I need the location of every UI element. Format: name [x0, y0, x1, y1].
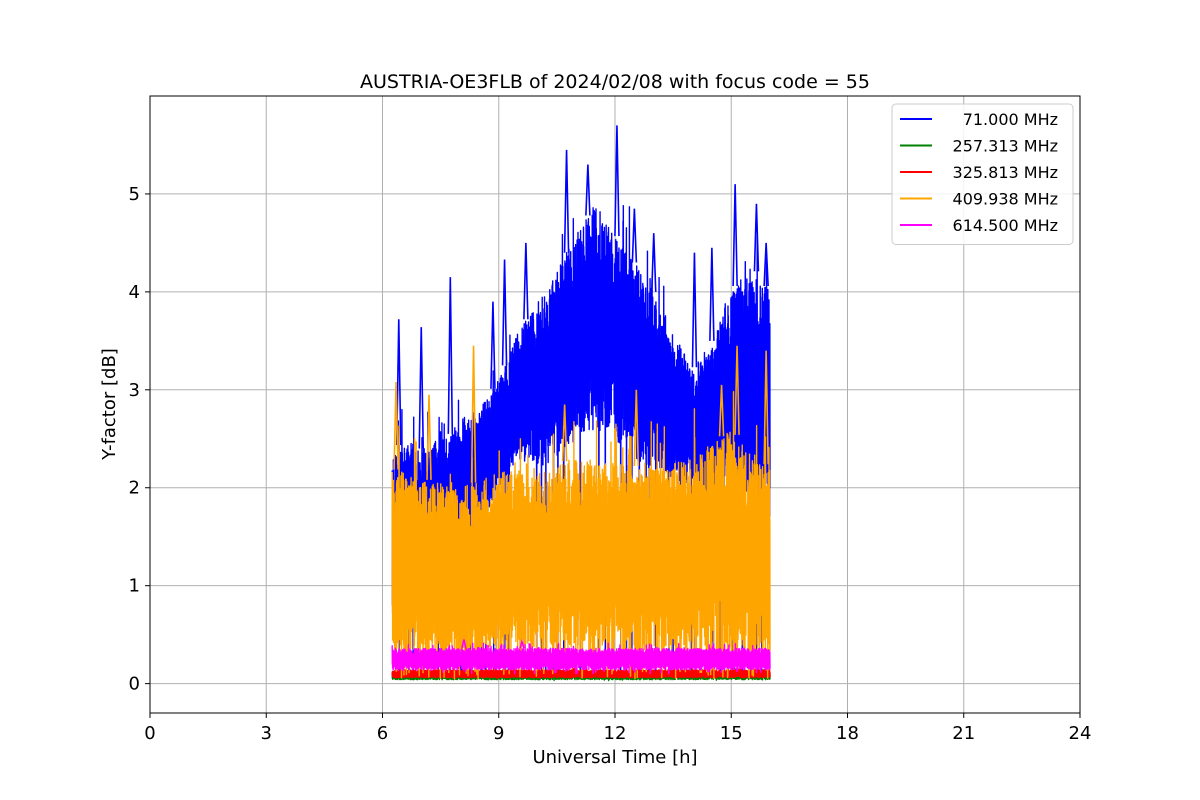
y-tick-label: 0 [129, 674, 140, 695]
series-spike [447, 277, 454, 434]
series-spike [585, 164, 591, 216]
series-spike [501, 259, 508, 366]
series-spike [633, 389, 640, 466]
x-tick-label: 0 [144, 723, 155, 744]
x-tick-label: 18 [836, 723, 859, 744]
x-tick-label: 21 [952, 723, 975, 744]
series-spike [461, 639, 467, 649]
series-spike [395, 319, 402, 446]
series-spike [631, 208, 638, 263]
y-tick-label: 5 [129, 184, 140, 205]
series-line [391, 642, 771, 675]
series-spike [561, 404, 568, 462]
series-spike [650, 233, 657, 292]
series-layer [391, 125, 771, 682]
series-spike [732, 184, 738, 287]
series-spike [691, 252, 698, 368]
y-axis-label: Y-factor [dB] [99, 348, 120, 461]
series-spike [614, 125, 620, 237]
series-spike [763, 242, 769, 287]
series-spike [763, 350, 769, 465]
legend: 71.000 MHz 257.313 MHz 325.813 MHz 409.938 … [891, 103, 1074, 245]
series-spike [563, 149, 570, 253]
series-spike [709, 247, 715, 341]
series-spike [734, 345, 740, 435]
legend-entry: 257.313 MHz [953, 137, 1058, 156]
series-spike [426, 394, 432, 480]
legend-entry: 614.500 MHz [953, 216, 1058, 235]
y-tick-label: 1 [129, 576, 140, 597]
y-tick-label: 3 [129, 380, 140, 401]
series-spike [523, 242, 529, 320]
x-tick-label: 6 [377, 723, 388, 744]
y-tick-label: 4 [129, 282, 140, 303]
legend-entry: 71.000 MHz [963, 110, 1058, 129]
x-tick-label: 24 [1069, 723, 1092, 744]
x-tick-label: 3 [261, 723, 272, 744]
series-spike [490, 301, 496, 389]
series-spike [718, 384, 725, 437]
series-spike [418, 327, 425, 449]
legend-entry: 409.938 MHz [953, 190, 1058, 209]
series-spike [393, 381, 399, 470]
x-tick-label: 12 [604, 723, 627, 744]
x-axis-ticks: 0 3 6 9 12 15 18 21 24 [144, 713, 1091, 744]
y-axis-ticks: 0 1 2 3 4 5 [129, 184, 150, 695]
y-tick-label: 2 [129, 478, 140, 499]
x-tick-label: 9 [493, 723, 504, 744]
series-spike [470, 345, 477, 483]
chart-title: AUSTRIA-OE3FLB of 2024/02/08 with focus … [360, 71, 870, 93]
legend-entry: 325.813 MHz [953, 163, 1058, 182]
series-spike [519, 638, 525, 649]
series-line [391, 390, 771, 680]
legend-box [891, 103, 1074, 245]
x-tick-label: 15 [720, 723, 743, 744]
series-spike [753, 203, 760, 272]
x-axis-label: Universal Time [h] [532, 747, 697, 768]
